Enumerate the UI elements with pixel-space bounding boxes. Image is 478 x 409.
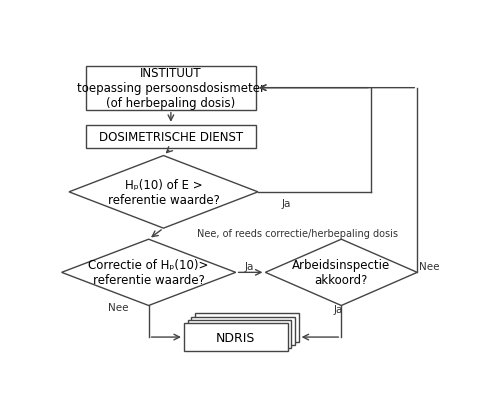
Text: Nee, of reeds correctie/herbepaling dosis: Nee, of reeds correctie/herbepaling dosi… — [197, 228, 398, 238]
FancyBboxPatch shape — [184, 323, 288, 351]
Text: Ja: Ja — [245, 261, 254, 271]
Text: INSTITUUT
toepassing persoonsdosismeter
(of herbepaling dosis): INSTITUUT toepassing persoonsdosismeter … — [77, 67, 265, 110]
FancyBboxPatch shape — [187, 320, 291, 348]
Text: Nee: Nee — [108, 302, 129, 312]
Polygon shape — [62, 240, 236, 306]
Text: Correctie of Hₚ(10)>
referentie waarde?: Correctie of Hₚ(10)> referentie waarde? — [88, 259, 209, 287]
FancyBboxPatch shape — [86, 126, 256, 149]
Text: Hₚ(10) of E >
referentie waarde?: Hₚ(10) of E > referentie waarde? — [108, 178, 219, 206]
Polygon shape — [69, 156, 258, 229]
Text: DOSIMETRISCHE DIENST: DOSIMETRISCHE DIENST — [99, 131, 243, 144]
Polygon shape — [265, 240, 417, 306]
FancyBboxPatch shape — [191, 317, 295, 345]
Text: Ja: Ja — [282, 198, 292, 208]
Text: Ja: Ja — [334, 304, 343, 314]
Text: Nee: Nee — [419, 261, 440, 271]
Text: NDRIS: NDRIS — [216, 331, 255, 344]
FancyBboxPatch shape — [195, 314, 299, 342]
FancyBboxPatch shape — [86, 66, 256, 110]
Text: Arbeidsinspectie
akkoord?: Arbeidsinspectie akkoord? — [292, 259, 391, 287]
